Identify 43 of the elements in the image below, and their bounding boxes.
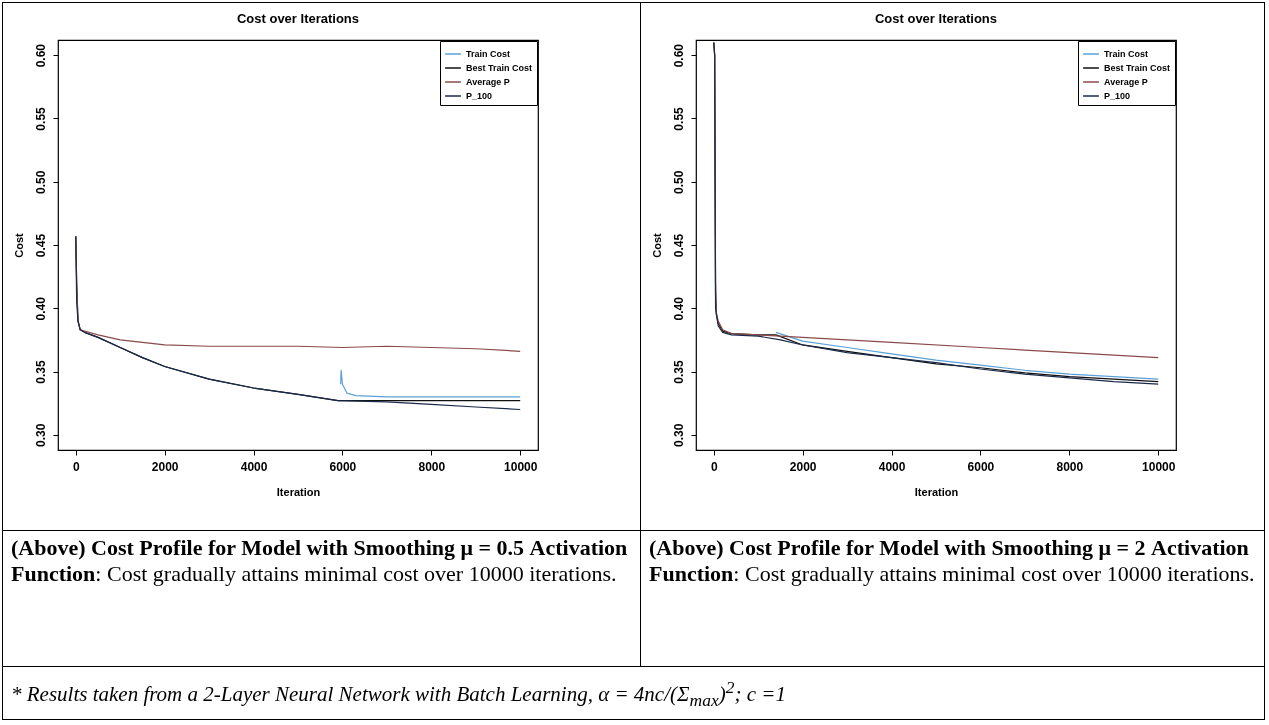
x-tick-label: 10000 [1142,459,1176,474]
text: (Above) Cost Profile for Model with Smoothing μ = 2 Activation Function: Cost gradually attains minimal cost over 10000 iterations. [641,531,1264,667]
y-tick-label: 0.50 [671,170,686,194]
y-tick-label: 0.55 [33,106,48,131]
x-tick-label: 2000 [151,459,179,474]
x-tick-label: 10000 [504,459,538,474]
x-tick-label: 4000 [878,459,906,474]
y-tick-label: 0.50 [33,170,48,194]
y-tick-label: 0.40 [671,296,686,321]
legend-label: Best Train Cost [466,63,533,73]
legend-label: Best Train Cost [1104,63,1171,73]
y-tick-label: 0.35 [671,360,686,384]
x-tick-label: 0 [710,459,718,474]
x-tick-label: 2000 [789,459,817,474]
y-tick-label: 0.45 [33,233,48,258]
x-tick-label: 0 [72,459,80,474]
legend-label: Train Cost [466,49,511,59]
chart-title: Cost over Iterations [874,11,998,26]
legend-label: P_100 [1104,91,1131,101]
legend-label: P_100 [466,91,493,101]
x-axis-title: Iteration [914,485,959,498]
chart-title: Cost over Iterations [236,11,360,26]
x-tick-label: 6000 [329,459,357,474]
y-tick-label: 0.60 [671,43,686,68]
y-tick-label: 0.30 [671,423,686,447]
y-axis-title: Cost [650,232,663,258]
x-tick-label: 8000 [418,459,446,474]
text: (Above) Cost Profile for Model with Smoothing μ = 0.5 Activation Function: Cost gradually attains minimal cost over 10000 iterations. [3,531,641,667]
y-tick-label: 0.55 [671,106,686,131]
legend-label: Average P [1104,77,1148,87]
text: * Results taken from a 2-Layer Neural Network with Batch Learning, α = 4nc/(Σ$_{max}$)$^{2}$; c =1 [10,676,787,713]
y-tick-label: 0.60 [33,43,48,68]
y-tick-label: 0.30 [33,423,48,447]
legend-label: Train Cost [1104,49,1149,59]
x-axis-title: Iteration [276,485,321,498]
x-tick-label: 6000 [967,459,995,474]
y-axis-title: Cost [12,232,25,258]
y-tick-label: 0.40 [33,296,48,321]
x-tick-label: 4000 [240,459,268,474]
x-tick-label: 8000 [1056,459,1084,474]
y-tick-label: 0.35 [33,360,48,384]
legend-label: Average P [466,77,510,87]
y-tick-label: 0.45 [671,233,686,258]
